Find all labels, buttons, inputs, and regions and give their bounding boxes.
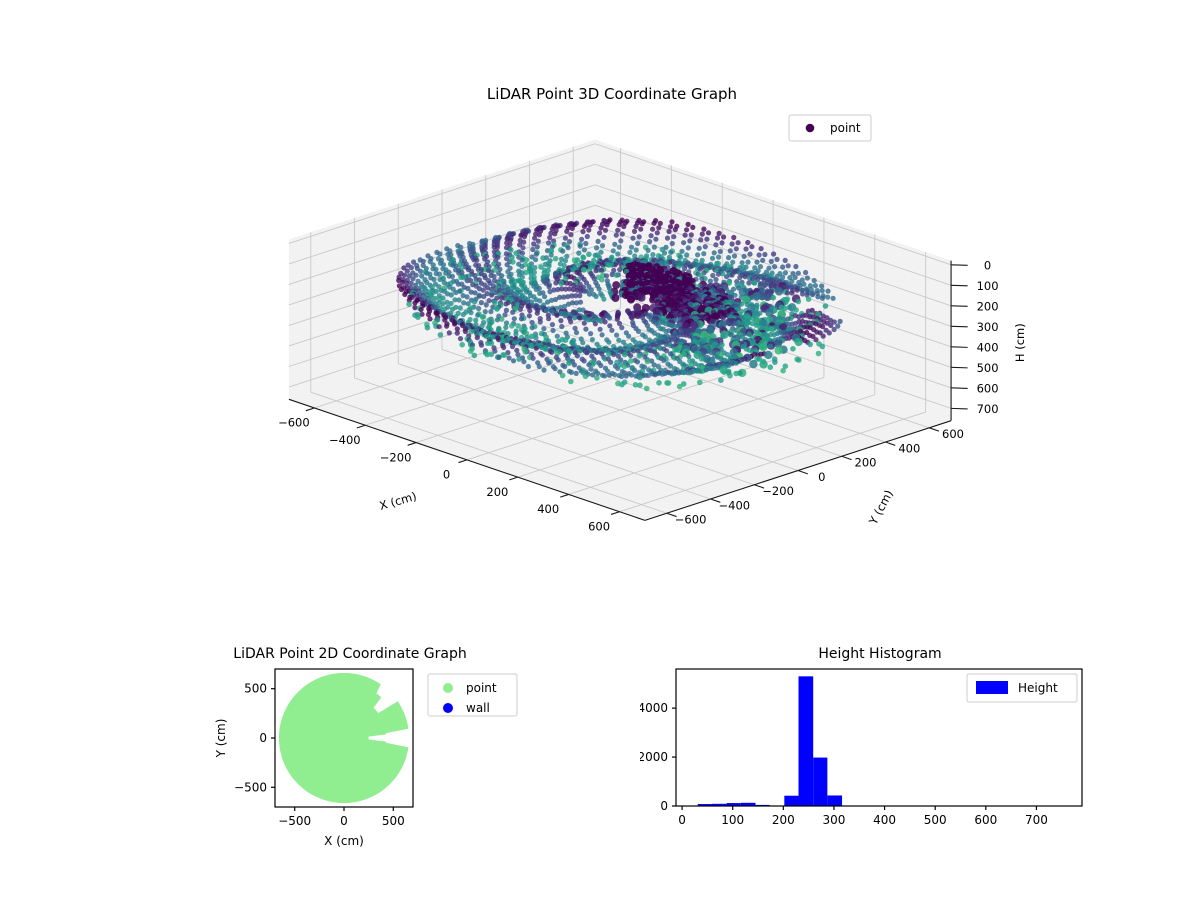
plot3d-point-cloud — [396, 217, 843, 392]
tick-label: 200 — [977, 299, 999, 313]
legend-2d-label-wall: wall — [466, 701, 490, 715]
tick-label-x-2d: 500 — [382, 814, 405, 828]
legend-2d-marker-point — [443, 683, 453, 693]
plot3d-tick-labels: −600 −400 −200 0 200 400 600 −600 −400 −200 0 200 40… — [278, 258, 998, 533]
tick-label-x-hist: 700 — [1025, 813, 1048, 827]
tick-label: −600 — [675, 513, 707, 527]
plot2d-point-cloud — [278, 672, 409, 804]
tick-label: 0 — [443, 468, 450, 482]
tick-label-x-hist: 400 — [873, 813, 896, 827]
tick-label: −400 — [719, 498, 751, 512]
tick-label-y-hist: 4000 — [640, 701, 668, 715]
tick-label-y-2d: −500 — [234, 780, 267, 794]
axis-label-x-2d: X (cm) — [324, 834, 364, 848]
legend-3d[interactable]: point — [788, 114, 872, 142]
axis-label-y-3d: Y (cm) — [866, 488, 896, 528]
tick-label-x-hist: 200 — [772, 813, 795, 827]
tick-label: −600 — [278, 416, 310, 430]
histogram-bar — [813, 757, 828, 806]
tick-label: −400 — [329, 433, 361, 447]
tick-label: 300 — [977, 320, 999, 334]
histogram-bar — [726, 803, 741, 806]
histogram-bar — [827, 795, 843, 806]
axis-label-x-3d: X (cm) — [378, 489, 418, 513]
tick-label-x-hist: 100 — [721, 813, 744, 827]
axis-label-y-2d: Y (cm) — [214, 719, 228, 759]
tick-label: 700 — [977, 402, 999, 416]
tick-label: 600 — [977, 381, 999, 395]
histogram-bar — [798, 676, 814, 806]
plot3d-axes — [288, 260, 968, 521]
tick-label: −200 — [762, 484, 794, 498]
tick-label-x-hist: 500 — [924, 813, 947, 827]
legend-2d[interactable]: point wall — [427, 673, 518, 717]
tick-label-y-2d: 500 — [244, 682, 267, 696]
title-3d: LiDAR Point 3D Coordinate Graph — [487, 85, 737, 103]
panel-3d: LiDAR Point 3D Coordinate Graph −600 −400… — [278, 85, 1027, 534]
legend-3d-box — [788, 114, 872, 142]
histogram-bars — [697, 676, 843, 807]
legend-hist-label-height: Height — [1018, 681, 1058, 695]
histogram-frame — [675, 668, 1083, 807]
title-histogram: Height Histogram — [818, 646, 941, 662]
tick-label: 0 — [818, 470, 825, 484]
tick-label: 600 — [588, 520, 610, 534]
tick-label-x-hist: 600 — [974, 813, 997, 827]
tick-label: 500 — [977, 361, 999, 375]
tick-label: 400 — [537, 502, 559, 516]
legend-2d-marker-wall — [443, 703, 453, 713]
histogram-bar — [784, 795, 799, 806]
histogram-tick-labels: 0 100 200 300 400 500 600 700 0 2000 4000 — [640, 701, 1048, 827]
tick-label-y-2d: 0 — [259, 731, 267, 745]
title-2d: LiDAR Point 2D Coordinate Graph — [233, 646, 466, 662]
tick-label: 200 — [855, 456, 877, 470]
tick-label-y-hist: 0 — [660, 799, 668, 813]
histogram-bar — [711, 803, 727, 806]
tick-label: 400 — [977, 340, 999, 354]
histogram-bar — [697, 804, 712, 806]
tick-label: 600 — [942, 427, 964, 441]
tick-label: 200 — [486, 485, 508, 499]
legend-histogram[interactable]: Height — [966, 673, 1078, 703]
tick-label-x-hist: 0 — [678, 813, 686, 827]
tick-label: 0 — [984, 258, 991, 272]
tick-label-y-hist: 2000 — [640, 750, 668, 764]
tick-label: 400 — [898, 441, 920, 455]
point-cloud-disc — [278, 672, 409, 804]
panel-2d: LiDAR Point 2D Coordinate Graph −500 0 500… — [214, 646, 518, 848]
tick-label-x-hist: 300 — [822, 813, 845, 827]
tick-label-x-2d: 0 — [340, 814, 348, 828]
histogram-bar — [740, 802, 756, 806]
axis-label-z-3d: H (cm) — [1013, 323, 1027, 362]
legend-2d-label-point: point — [466, 681, 497, 695]
legend-3d-marker-point — [805, 123, 815, 133]
tick-label: −200 — [380, 450, 412, 464]
panel-histogram: Height Histogram 0 100 200 300 400 500 600 7000… — [640, 646, 1083, 827]
legend-hist-swatch-height — [976, 681, 1008, 694]
plot2d-tick-labels: −500 0 500 −500 0 500 — [234, 682, 405, 828]
tick-label: 100 — [977, 279, 999, 293]
tick-label-x-2d: −500 — [278, 814, 311, 828]
legend-3d-label-point: point — [830, 121, 861, 135]
